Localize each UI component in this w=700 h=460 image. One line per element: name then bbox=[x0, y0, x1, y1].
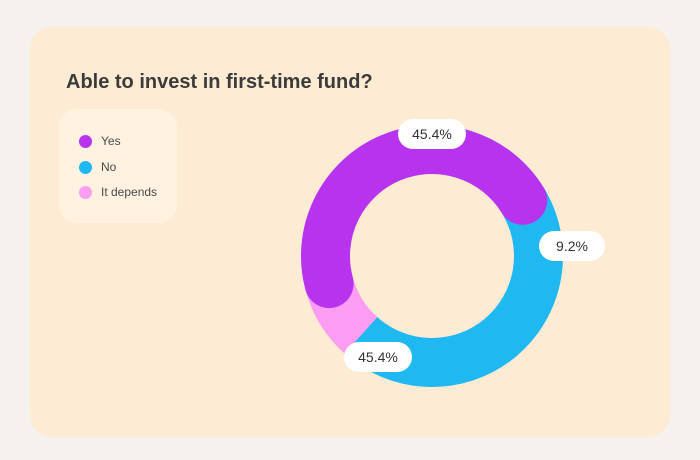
donut-slice-yes[interactable] bbox=[301, 125, 548, 309]
chart-legend: Yes No It depends bbox=[59, 109, 177, 223]
data-label-yes: 45.4% bbox=[398, 119, 466, 149]
donut-data-labels: 45.4% 45.4% 9.2% bbox=[344, 119, 605, 372]
data-label-pill bbox=[398, 119, 466, 149]
legend-item-no[interactable]: No bbox=[79, 159, 116, 175]
legend-item-it-depends[interactable]: It depends bbox=[79, 184, 157, 200]
chart-title: Able to invest in first-time fund? bbox=[66, 71, 373, 93]
legend-item-yes[interactable]: Yes bbox=[79, 133, 121, 149]
legend-label-no: No bbox=[101, 160, 117, 174]
donut-slice-no[interactable] bbox=[344, 187, 563, 387]
data-label-text: 9.2% bbox=[556, 238, 588, 254]
legend-swatch-it-depends bbox=[79, 185, 92, 199]
donut-slices bbox=[301, 125, 563, 387]
data-label-text: 45.4% bbox=[412, 126, 452, 142]
data-label-it-depends: 9.2% bbox=[539, 231, 605, 261]
legend-label-it-depends: It depends bbox=[101, 185, 158, 199]
data-label-text: 45.4% bbox=[358, 349, 398, 365]
data-label-pill bbox=[344, 342, 412, 372]
legend-swatch-no bbox=[79, 160, 92, 174]
legend-swatch-yes bbox=[79, 134, 92, 148]
data-label-no: 45.4% bbox=[344, 342, 412, 372]
legend-label-yes: Yes bbox=[101, 134, 121, 148]
data-label-pill bbox=[539, 231, 605, 261]
